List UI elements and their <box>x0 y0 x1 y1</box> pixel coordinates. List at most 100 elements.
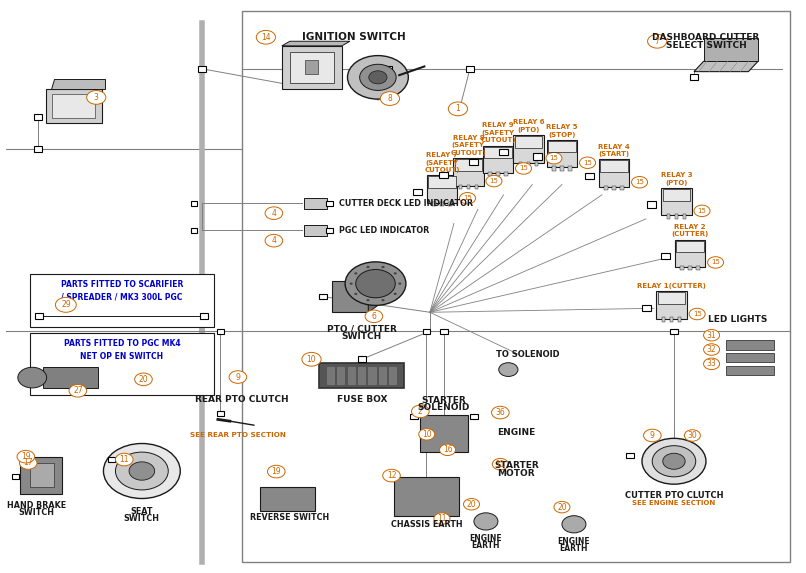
Text: 15: 15 <box>635 179 644 185</box>
Bar <box>613 186 616 190</box>
Text: 3: 3 <box>93 93 98 102</box>
Text: 15: 15 <box>711 260 720 265</box>
Circle shape <box>562 516 586 533</box>
Bar <box>305 61 318 74</box>
FancyBboxPatch shape <box>455 159 482 171</box>
Text: FUSE BOX: FUSE BOX <box>337 395 387 405</box>
Bar <box>30 274 214 327</box>
Bar <box>305 225 326 236</box>
Bar <box>46 89 102 123</box>
Text: 27: 27 <box>73 386 83 395</box>
Text: 2: 2 <box>418 407 422 416</box>
Bar <box>499 148 508 155</box>
Bar <box>413 189 422 195</box>
FancyBboxPatch shape <box>599 159 629 187</box>
Text: 15: 15 <box>583 160 592 166</box>
Text: SWITCH: SWITCH <box>342 332 382 342</box>
Text: RELAY 6: RELAY 6 <box>513 120 544 125</box>
Text: RELAY 8: RELAY 8 <box>452 135 484 141</box>
Text: 20: 20 <box>467 500 476 509</box>
Circle shape <box>398 282 401 285</box>
Bar <box>52 94 95 118</box>
Bar <box>647 201 656 207</box>
Circle shape <box>459 193 476 204</box>
Text: STARTER: STARTER <box>422 396 467 405</box>
FancyBboxPatch shape <box>319 363 405 388</box>
Bar <box>467 185 470 189</box>
FancyBboxPatch shape <box>663 189 690 201</box>
Text: 19: 19 <box>21 452 31 461</box>
Text: PTO / CUTTER: PTO / CUTTER <box>327 325 397 334</box>
Text: 30: 30 <box>688 431 697 440</box>
Text: 10: 10 <box>422 430 431 439</box>
Bar <box>326 201 334 206</box>
Text: RELAY 3: RELAY 3 <box>661 172 692 178</box>
Bar <box>410 414 418 419</box>
Bar <box>318 293 326 299</box>
FancyBboxPatch shape <box>43 367 98 388</box>
Bar <box>642 304 651 311</box>
Bar <box>217 411 224 416</box>
Bar <box>466 66 474 72</box>
Text: IGNITION SWITCH: IGNITION SWITCH <box>302 32 405 42</box>
Text: 33: 33 <box>707 359 717 368</box>
Text: SELECT SWITCH: SELECT SWITCH <box>666 41 746 50</box>
Text: 15: 15 <box>489 178 498 184</box>
Circle shape <box>652 446 696 477</box>
Circle shape <box>381 299 384 301</box>
Text: DASHBOARD CUTTER: DASHBOARD CUTTER <box>652 33 759 42</box>
Text: ENGINE: ENGINE <box>497 428 535 437</box>
FancyBboxPatch shape <box>260 487 315 511</box>
Bar <box>568 166 571 171</box>
Text: 15: 15 <box>692 311 701 317</box>
Text: CUTTER DECK LED INDICATOR: CUTTER DECK LED INDICATOR <box>339 199 473 208</box>
Bar <box>519 162 522 166</box>
Text: (PTO): (PTO) <box>665 180 688 186</box>
Bar <box>671 329 678 333</box>
Circle shape <box>350 282 353 285</box>
Circle shape <box>367 299 370 301</box>
Bar <box>621 186 624 190</box>
Bar <box>242 11 790 562</box>
Circle shape <box>265 234 283 247</box>
Circle shape <box>663 453 685 469</box>
Circle shape <box>367 266 370 268</box>
Text: 6: 6 <box>372 312 376 321</box>
Bar <box>626 453 634 458</box>
Bar <box>471 414 477 419</box>
FancyBboxPatch shape <box>600 160 628 172</box>
Bar <box>670 317 673 322</box>
Bar <box>305 198 326 209</box>
Bar <box>368 367 376 384</box>
Circle shape <box>393 272 397 274</box>
Text: 12: 12 <box>387 471 397 480</box>
Text: REVERSE SWITCH: REVERSE SWITCH <box>250 513 330 523</box>
FancyBboxPatch shape <box>513 135 543 163</box>
Circle shape <box>486 175 502 187</box>
Bar <box>604 186 608 190</box>
Bar <box>696 266 700 270</box>
Circle shape <box>381 266 384 268</box>
Circle shape <box>418 429 434 440</box>
Circle shape <box>17 450 35 463</box>
Text: RELAY 5: RELAY 5 <box>546 124 578 130</box>
Text: EARTH: EARTH <box>472 541 501 550</box>
Text: CUTOUT): CUTOUT) <box>451 150 486 156</box>
Circle shape <box>302 352 321 366</box>
Circle shape <box>369 71 387 84</box>
Bar <box>282 46 342 89</box>
Bar <box>12 474 19 479</box>
Bar <box>440 202 443 206</box>
Bar <box>726 366 774 375</box>
Text: (START): (START) <box>598 151 629 157</box>
Bar <box>326 367 334 384</box>
Bar <box>683 214 686 219</box>
Circle shape <box>434 513 450 524</box>
Bar <box>496 172 500 176</box>
Text: SWITCH: SWITCH <box>124 514 160 523</box>
Circle shape <box>229 371 247 383</box>
Bar <box>326 227 334 233</box>
Bar <box>30 463 54 487</box>
Bar <box>200 313 208 319</box>
FancyBboxPatch shape <box>426 175 457 203</box>
